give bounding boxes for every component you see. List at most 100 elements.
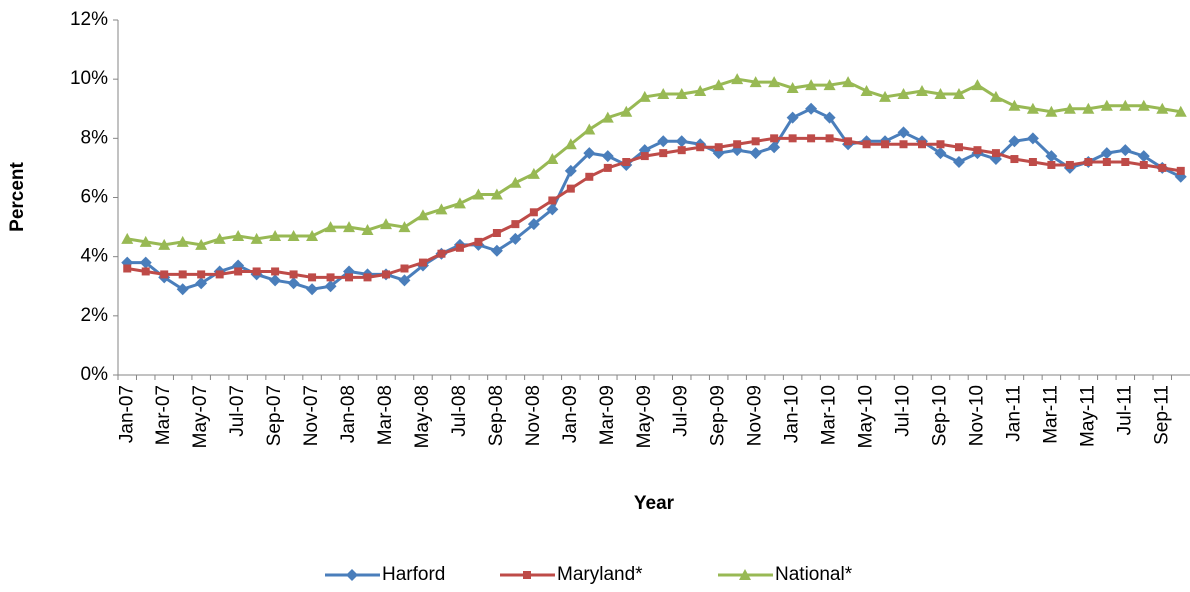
point-marker: [234, 267, 243, 276]
point-marker: [197, 270, 206, 279]
point-marker: [343, 221, 356, 233]
point-marker: [1121, 158, 1130, 166]
legend-marker: [523, 571, 531, 579]
point-marker: [566, 184, 575, 193]
point-marker: [786, 111, 799, 124]
point-marker: [1047, 160, 1056, 169]
point-marker: [139, 235, 152, 247]
point-marker: [176, 283, 189, 296]
point-marker: [160, 270, 169, 279]
point-marker: [141, 267, 150, 276]
x-tick-label: May-08: [412, 385, 433, 448]
point-marker: [490, 244, 503, 257]
point-marker: [918, 140, 926, 149]
point-marker: [1156, 102, 1169, 114]
legend-label: Harford: [382, 564, 445, 585]
series-line: [127, 136, 1181, 279]
point-marker: [786, 82, 799, 94]
point-marker: [361, 224, 374, 236]
point-marker: [694, 85, 707, 96]
x-tick-label: May-11: [1077, 385, 1098, 447]
point-marker: [733, 140, 742, 149]
point-marker: [527, 218, 540, 231]
point-marker: [971, 79, 984, 91]
y-tick-label: 12%: [70, 9, 108, 30]
point-marker: [1139, 160, 1148, 169]
point-marker: [768, 141, 781, 154]
x-tick-label: Jul-07: [227, 385, 248, 437]
point-marker: [1026, 132, 1039, 145]
point-marker: [529, 208, 538, 217]
point-marker: [158, 238, 171, 250]
point-marker: [306, 229, 319, 241]
point-marker: [492, 229, 501, 237]
point-marker: [490, 188, 503, 200]
point-marker: [1158, 163, 1167, 172]
point-marker: [1008, 135, 1021, 148]
point-marker: [696, 143, 705, 152]
legend-marker: [739, 569, 751, 580]
point-marker: [749, 76, 762, 88]
point-marker: [1082, 102, 1095, 114]
point-marker: [509, 176, 522, 188]
y-tick-label: 4%: [81, 246, 109, 267]
point-marker: [657, 87, 670, 99]
point-marker: [437, 249, 446, 258]
y-tick-label: 8%: [81, 127, 109, 148]
point-marker: [879, 90, 892, 102]
x-tick-label: Sep-07: [264, 385, 285, 446]
point-marker: [215, 270, 224, 279]
point-marker: [788, 134, 797, 143]
point-marker: [952, 87, 965, 99]
point-marker: [252, 267, 261, 276]
point-marker: [1028, 158, 1037, 166]
point-marker: [1137, 99, 1150, 111]
x-tick-label: Sep-09: [708, 385, 729, 446]
point-marker: [435, 203, 448, 215]
point-marker: [638, 90, 651, 102]
point-marker: [250, 232, 263, 244]
point-marker: [823, 111, 836, 124]
x-tick-label: Sep-11: [1151, 385, 1172, 445]
x-tick-label: Jan-09: [560, 385, 581, 443]
point-marker: [677, 146, 686, 155]
point-marker: [418, 258, 427, 267]
x-tick-label: May-10: [856, 385, 877, 448]
x-tick-label: Mar-10: [819, 385, 840, 445]
x-tick-label: Nov-07: [301, 385, 322, 446]
point-marker: [934, 87, 947, 99]
point-marker: [805, 79, 818, 91]
point-marker: [620, 105, 633, 117]
x-tick-label: Sep-10: [929, 385, 950, 446]
y-tick-label: 6%: [81, 187, 109, 208]
point-marker: [640, 152, 649, 161]
point-marker: [842, 76, 855, 88]
point-marker: [954, 143, 963, 152]
x-axis-title: Year: [634, 493, 675, 514]
point-marker: [232, 229, 245, 241]
point-marker: [195, 238, 208, 250]
point-marker: [659, 149, 668, 158]
point-marker: [1010, 155, 1019, 164]
x-tick-label: Jan-07: [116, 385, 137, 443]
y-tick-label: 0%: [81, 364, 109, 385]
point-marker: [899, 140, 908, 149]
point-marker: [1065, 160, 1074, 169]
x-tick-label: Mar-11: [1040, 385, 1061, 444]
point-marker: [326, 273, 335, 282]
point-marker: [546, 153, 559, 165]
point-marker: [805, 102, 818, 115]
point-marker: [807, 134, 816, 143]
point-marker: [583, 123, 596, 135]
legend-label: National*: [775, 564, 853, 585]
point-marker: [768, 76, 781, 88]
point-marker: [583, 147, 596, 160]
point-marker: [751, 137, 760, 146]
point-marker: [564, 138, 577, 150]
point-marker: [269, 274, 282, 287]
x-tick-label: Mar-07: [153, 385, 174, 445]
point-marker: [380, 218, 392, 230]
point-marker: [453, 197, 466, 209]
point-marker: [363, 273, 372, 282]
point-marker: [213, 232, 226, 244]
